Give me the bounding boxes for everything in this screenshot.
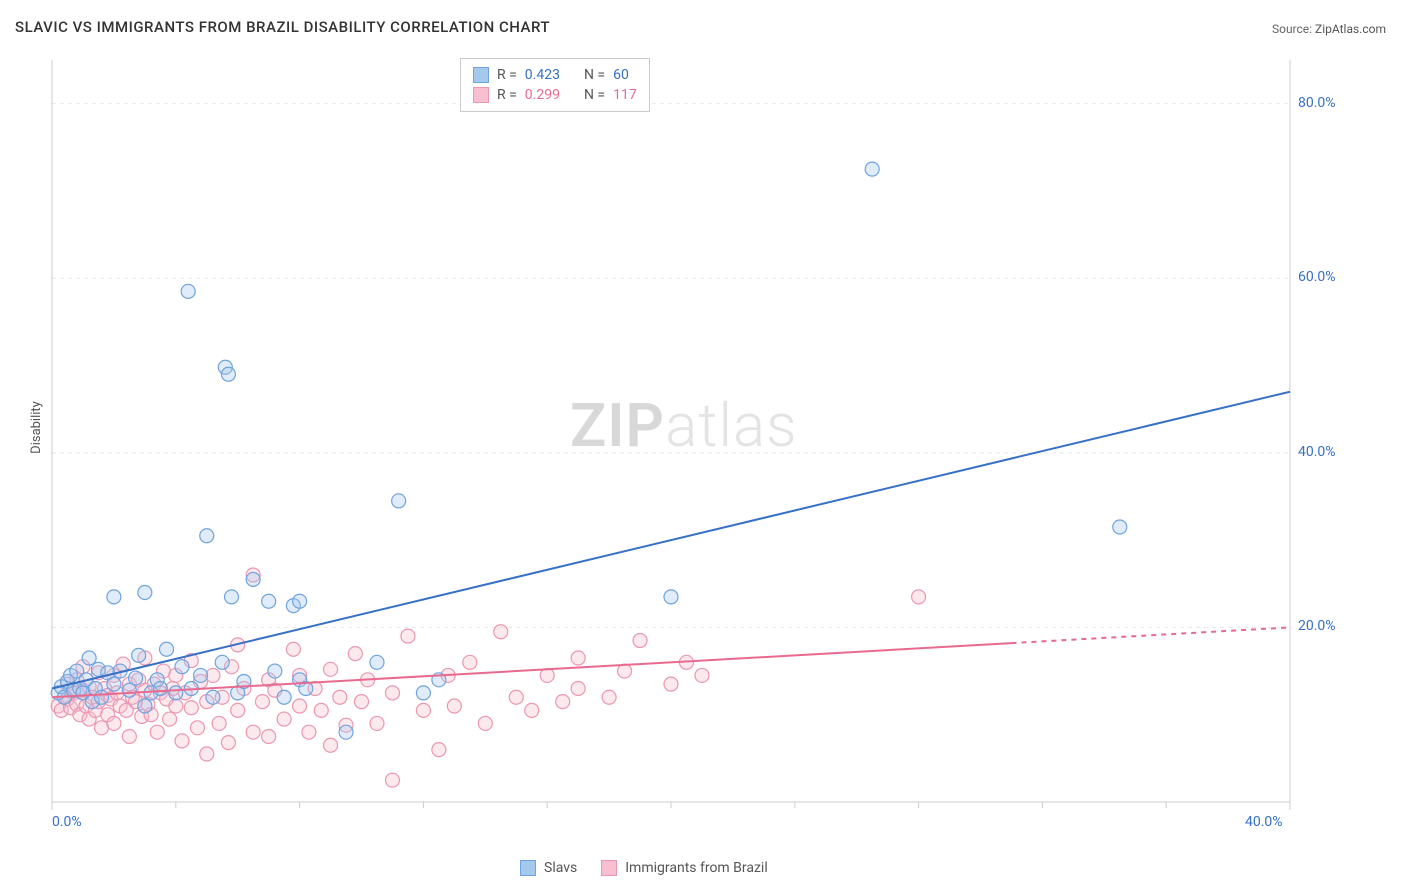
r-value-slavs: 0.423 [525,67,560,83]
y-tick-label: 20.0% [1298,618,1336,634]
legend-swatch-slavs [473,67,489,83]
x-tick-label: 40.0% [1245,814,1283,830]
r-label: R = [497,87,517,103]
chart-title: SLAVIC VS IMMIGRANTS FROM BRAZIL DISABIL… [15,18,550,36]
n-value-brazil: 117 [613,87,637,103]
legend-item-slavs: Slavs [520,860,577,876]
legend-row-brazil: R = 0.299 N = 117 [473,85,637,105]
n-label: N = [584,87,605,103]
n-label: N = [584,67,605,83]
source-value: ZipAtlas.com [1315,22,1386,36]
legend-row-slavs: R = 0.423 N = 60 [473,65,637,85]
y-tick-label: 40.0% [1298,444,1336,460]
source-label: Source: [1272,22,1315,36]
legend-label-brazil: Immigrants from Brazil [625,860,768,876]
legend-label-slavs: Slavs [544,860,577,876]
legend-swatch-slavs [520,860,536,876]
n-value-slavs: 60 [613,67,629,83]
y-axis-label: Disability [29,401,44,454]
x-tick-label: 0.0% [52,814,82,830]
scatter-chart [50,50,1350,830]
legend-swatch-brazil [473,87,489,103]
r-value-brazil: 0.299 [525,87,560,103]
legend-swatch-brazil [601,860,617,876]
y-tick-label: 80.0% [1298,95,1336,111]
series-legend: Slavs Immigrants from Brazil [520,860,768,876]
source-credit: Source: ZipAtlas.com [1272,22,1386,36]
correlation-legend: R = 0.423 N = 60 R = 0.299 N = 117 [460,58,650,112]
legend-item-brazil: Immigrants from Brazil [601,860,768,876]
y-tick-label: 60.0% [1298,269,1336,285]
r-label: R = [497,67,517,83]
